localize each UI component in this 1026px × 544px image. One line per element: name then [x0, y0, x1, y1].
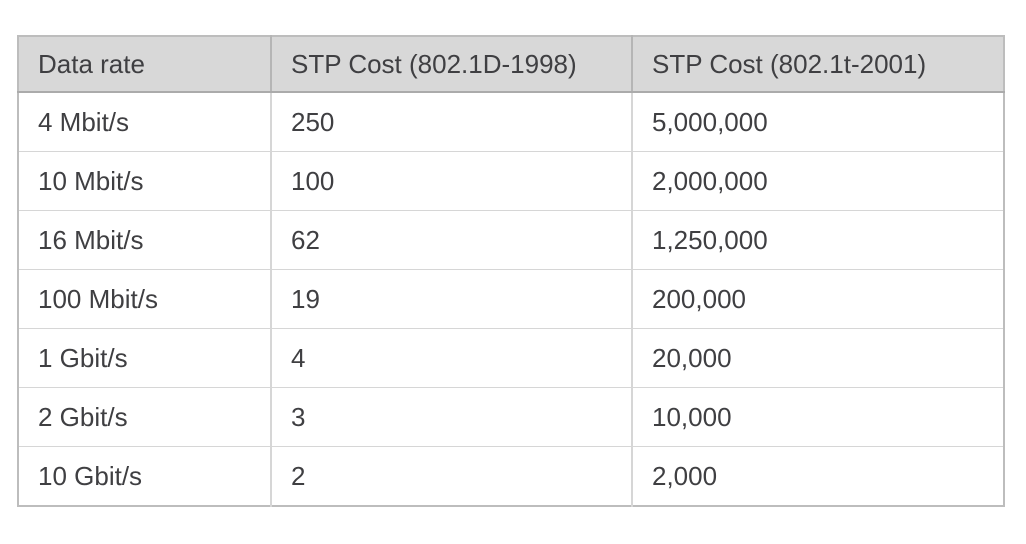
- cell-stp-cost-2001: 5,000,000: [632, 92, 1004, 152]
- cell-data-rate: 100 Mbit/s: [18, 269, 272, 329]
- table-header: Data rate STP Cost (802.1D-1998) STP Cos…: [18, 36, 1004, 93]
- cell-stp-cost-1998: 4: [271, 328, 633, 388]
- cell-data-rate: 10 Gbit/s: [18, 446, 272, 506]
- cell-stp-cost-2001: 2,000: [632, 446, 1004, 506]
- table-row: 1 Gbit/s 4 20,000: [18, 328, 1004, 388]
- cell-stp-cost-2001: 200,000: [632, 269, 1004, 329]
- cell-stp-cost-2001: 10,000: [632, 387, 1004, 447]
- cell-stp-cost-2001: 2,000,000: [632, 151, 1004, 211]
- table-row: 2 Gbit/s 3 10,000: [18, 387, 1004, 447]
- cell-stp-cost-1998: 250: [271, 92, 633, 152]
- table-row: 16 Mbit/s 62 1,250,000: [18, 210, 1004, 270]
- cell-data-rate: 2 Gbit/s: [18, 387, 272, 447]
- cell-data-rate: 4 Mbit/s: [18, 92, 272, 152]
- stp-cost-table: Data rate STP Cost (802.1D-1998) STP Cos…: [17, 35, 1005, 507]
- cell-stp-cost-1998: 19: [271, 269, 633, 329]
- table-body: 4 Mbit/s 250 5,000,000 10 Mbit/s 100 2,0…: [18, 92, 1004, 506]
- cell-data-rate: 1 Gbit/s: [18, 328, 272, 388]
- cell-stp-cost-1998: 100: [271, 151, 633, 211]
- cell-stp-cost-2001: 1,250,000: [632, 210, 1004, 270]
- table-row: 4 Mbit/s 250 5,000,000: [18, 92, 1004, 152]
- header-row: Data rate STP Cost (802.1D-1998) STP Cos…: [18, 36, 1004, 93]
- header-cell-stp-cost-2001: STP Cost (802.1t-2001): [632, 36, 1004, 93]
- cell-stp-cost-2001: 20,000: [632, 328, 1004, 388]
- cell-stp-cost-1998: 62: [271, 210, 633, 270]
- cell-stp-cost-1998: 2: [271, 446, 633, 506]
- header-cell-stp-cost-1998: STP Cost (802.1D-1998): [271, 36, 633, 93]
- stp-cost-table-container: Data rate STP Cost (802.1D-1998) STP Cos…: [17, 35, 1005, 507]
- cell-data-rate: 10 Mbit/s: [18, 151, 272, 211]
- table-row: 10 Mbit/s 100 2,000,000: [18, 151, 1004, 211]
- table-row: 100 Mbit/s 19 200,000: [18, 269, 1004, 329]
- cell-stp-cost-1998: 3: [271, 387, 633, 447]
- header-cell-data-rate: Data rate: [18, 36, 272, 93]
- table-row: 10 Gbit/s 2 2,000: [18, 446, 1004, 506]
- cell-data-rate: 16 Mbit/s: [18, 210, 272, 270]
